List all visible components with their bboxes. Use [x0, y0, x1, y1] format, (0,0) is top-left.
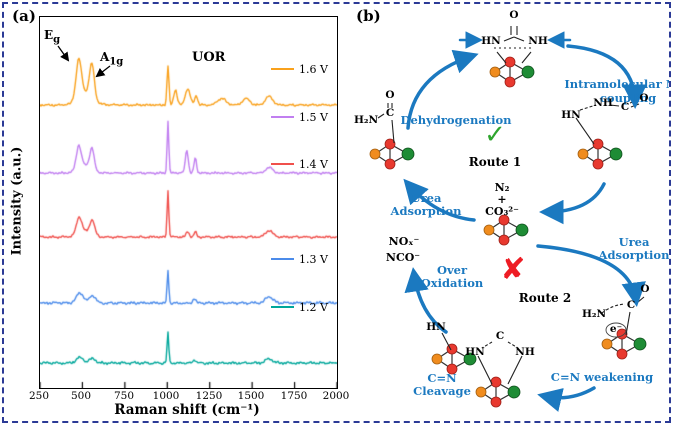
molecule-right-carbon-label: C — [620, 101, 630, 113]
x-tick-1250: 1250 — [195, 390, 223, 402]
x-tick-500: 500 — [70, 390, 92, 402]
x-axis-label: Raman shift (cm⁻¹) — [114, 402, 260, 418]
panel-a-label: (a) — [12, 7, 36, 25]
dehydrogenation-label: Dehydrogenation — [400, 113, 512, 127]
legend-line-swatch — [271, 115, 294, 119]
product-co3-label: CO₃²⁻ — [485, 205, 519, 218]
molecule-bottom-left-hn-label: HN — [426, 321, 446, 333]
route2-label: Route 2 — [518, 291, 572, 305]
legend-label: 1.4 V — [299, 157, 328, 171]
molecule-bottom-center-hn-label: HN — [465, 346, 485, 358]
urea-adsorption-left-label-line2: Adsorption — [390, 204, 462, 218]
legend-label: 1.2 V — [299, 300, 328, 314]
urea-adsorption-right-label-line2: Adsorption — [598, 248, 670, 262]
route2-cross-icon: ✘ — [500, 252, 526, 287]
molecule-right-oxygen-label: O — [639, 92, 649, 104]
molecule-bottom-right-carbon-label: C — [626, 299, 636, 311]
molecule-bottom-right-h2n-label: H₂N — [581, 308, 607, 320]
molecule-top-hn-label: HN — [481, 35, 501, 47]
x-tick-750: 750 — [113, 390, 135, 402]
x-tick-2000: 2000 — [322, 390, 350, 402]
catalyst-cluster-icons — [369, 56, 647, 408]
nco-product-label: NCO⁻ — [385, 251, 421, 264]
molecule-top-oxygen-label: O — [509, 9, 519, 21]
molecule-left-oxygen-label: O — [385, 89, 395, 101]
legend-line-swatch — [271, 257, 294, 261]
raman-spectra-canvas — [40, 17, 337, 388]
y-axis-label: Intensity (a.u.) — [9, 146, 25, 256]
legend-label: 1.5 V — [299, 110, 328, 124]
route1-check-icon: ✓ — [484, 120, 506, 150]
over-oxidation-label-line1: Over — [436, 263, 468, 277]
x-tick-1750: 1750 — [280, 390, 308, 402]
panel-raman-spectra: (a) Eg A1g UOR 1.6 V 1.5 V 1.4 V 1.3 V 1… — [4, 4, 350, 421]
molecule-left-h2n-label: H₂N — [353, 114, 379, 126]
molecule-bottom-right-oxygen-label: O — [640, 283, 650, 295]
legend-label: 1.3 V — [299, 252, 328, 266]
legend-line-swatch — [271, 305, 294, 309]
cn-cleavage-label-line2: Cleavage — [413, 384, 471, 398]
panel-b-label: (b) — [356, 7, 381, 25]
x-tick-250: 250 — [28, 390, 50, 402]
electron-transfer-label: e⁻ — [609, 323, 623, 335]
molecule-bottom-center-nh-label: NH — [515, 346, 535, 358]
x-tick-1500: 1500 — [237, 390, 265, 402]
legend-label: 1.6 V — [299, 62, 328, 76]
molecule-right-hn-label: HN — [561, 109, 581, 121]
molecule-top-nh-label: NH — [528, 35, 548, 47]
legend-item-1-6v: 1.6 V — [271, 62, 328, 76]
uor-label: UOR — [192, 50, 226, 65]
legend-item-1-4v: 1.4 V — [271, 157, 328, 171]
molecule-left-carbon-label: C — [385, 107, 395, 119]
legend-line-swatch — [271, 162, 294, 166]
urea-adsorption-left-label-line1: Urea — [410, 191, 442, 205]
over-oxidation-label-line2: Oxidation — [420, 276, 484, 290]
eg-peak-label: Eg — [44, 28, 61, 46]
legend-line-swatch — [271, 67, 294, 71]
x-tick-1000: 1000 — [152, 390, 180, 402]
products-release-arrow — [539, 182, 606, 225]
cn-cleavage-label-line1: C=N — [427, 371, 457, 385]
product-plus-label: + — [497, 193, 507, 206]
route1-label: Route 1 — [468, 155, 522, 169]
molecule-right-nh-label: NH — [593, 97, 613, 109]
cn-cleavage-arrow — [537, 386, 596, 412]
legend-item-1-3v: 1.3 V — [271, 252, 328, 266]
urea-adsorption-right-label-line1: Urea — [618, 235, 650, 249]
product-n2-label: N₂ — [494, 181, 510, 194]
nn-coupling-label-line1: Intramolecular N-N — [564, 77, 669, 91]
plot-area — [39, 16, 338, 389]
molecule-bottom-center-carbon-label: C — [495, 330, 505, 342]
nn-coupling-label-line2: coupling — [599, 91, 657, 105]
nox-product-label: NOₓ⁻ — [388, 235, 420, 248]
a1g-peak-label: A1g — [100, 50, 124, 68]
legend-item-1-2v: 1.2 V — [271, 300, 328, 314]
cn-weakening-label: C=N weakening — [550, 370, 654, 384]
legend-item-1-5v: 1.5 V — [271, 110, 328, 124]
panel-mechanism-diagram: (b) — [342, 4, 670, 421]
